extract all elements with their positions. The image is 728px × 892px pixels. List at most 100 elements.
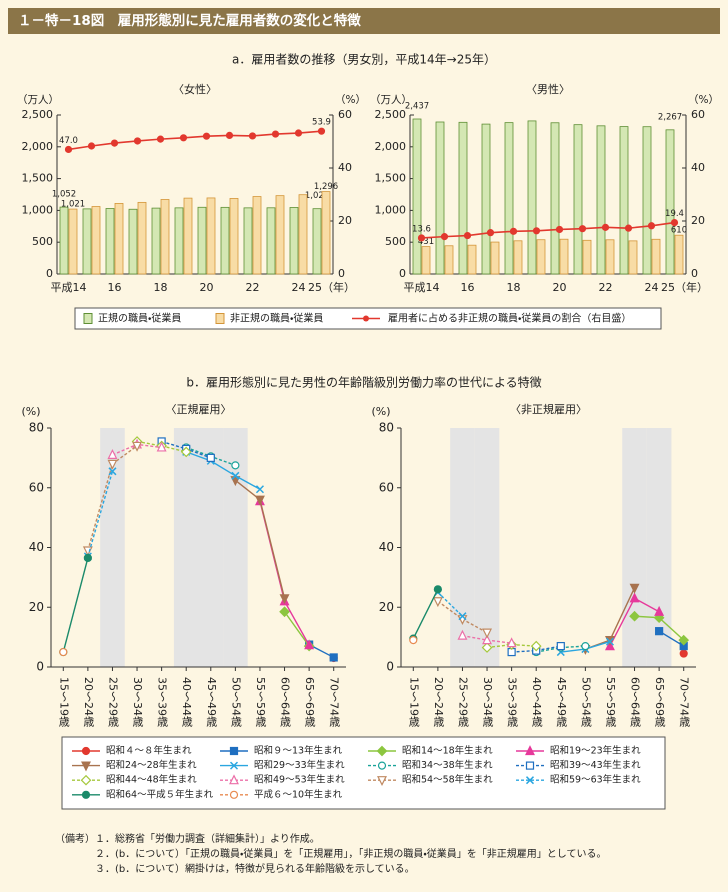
x-tick-label: 35～39歳 [506, 677, 519, 727]
data-label: 13.6 [412, 224, 431, 234]
x-tick-label: 55～59歳 [254, 677, 267, 727]
x-tick-label: 50～54歳 [579, 677, 592, 727]
marker [581, 641, 590, 651]
y-tick-label: 80 [29, 421, 44, 435]
marker [655, 627, 664, 636]
x-tick-label: 45～49歳 [205, 677, 218, 727]
y-tick-label: 60 [379, 480, 394, 494]
y-axis-label: （万人） [370, 94, 412, 106]
legend-swatch [363, 315, 369, 322]
bar [619, 126, 629, 275]
x-tick-label: 30～34歳 [131, 677, 144, 727]
x-tick-label: 45～49歳 [555, 677, 568, 727]
panel-title: 〈非正規雇用〉 [510, 402, 587, 416]
legend-swatch [377, 761, 387, 770]
x-tick-label: 60～64歳 [279, 677, 292, 727]
bar [665, 129, 675, 275]
legend-label: 昭和64～平成５年生まれ [106, 788, 214, 800]
x-tick-label: 25（年） [661, 280, 708, 294]
marker [279, 606, 290, 618]
bar [206, 197, 216, 275]
line [62, 557, 89, 653]
y-tick-label: 1,000 [22, 203, 54, 216]
y-tick-label: 1,500 [375, 172, 407, 185]
panel-title: 〈女性〉 [173, 82, 217, 96]
data-label: 19.4 [665, 209, 684, 219]
bar [183, 197, 193, 275]
bar [289, 207, 299, 275]
data-label: 53.9 [312, 118, 331, 128]
marker [481, 642, 493, 653]
y-tick-label: 2,000 [375, 140, 407, 153]
bar [481, 123, 491, 275]
line [68, 130, 322, 151]
marker [457, 629, 468, 640]
y-tick-label: 2,500 [22, 108, 54, 121]
marker [555, 225, 564, 234]
marker [432, 597, 443, 608]
legend-label: 昭和19～23年生まれ [550, 745, 641, 757]
x-tick-label: 30～34歳 [481, 677, 494, 727]
panel-title: 〈正規雇用〉 [166, 402, 232, 416]
bar [59, 206, 69, 275]
x-tick-label: 16 [108, 281, 122, 294]
y2-tick-label: 60 [691, 108, 705, 121]
legend-label: 昭和４～８年生まれ [106, 745, 192, 757]
x-tick-label: 24 [645, 281, 659, 294]
line [136, 440, 187, 453]
legend-label: 昭和９～13年生まれ [254, 745, 343, 757]
marker [206, 453, 215, 462]
marker [417, 234, 426, 242]
bar [550, 122, 560, 275]
marker [156, 135, 165, 143]
y-axis-label: (%) [371, 405, 390, 418]
marker [486, 229, 495, 237]
legend-swatch [81, 746, 91, 756]
marker [440, 233, 449, 241]
marker [605, 637, 614, 646]
legend-label: 平成６～10年生まれ [254, 788, 343, 800]
note: ３．(b．について）網掛けは，特徴が見られる年齢階級を示している。 [95, 862, 415, 875]
legend-swatch [229, 790, 239, 799]
legend-swatch [376, 745, 388, 757]
bar [628, 240, 638, 275]
y-tick-label: 20 [379, 600, 394, 614]
bar [582, 239, 592, 275]
bar [559, 238, 569, 275]
marker [624, 224, 633, 232]
bar [197, 206, 207, 275]
bar [275, 195, 285, 275]
y2-tick-label: 20 [691, 214, 705, 227]
line [486, 643, 537, 649]
bar [605, 239, 615, 275]
marker [532, 227, 541, 235]
legend-swatch [525, 761, 535, 770]
marker [231, 461, 240, 470]
marker [654, 605, 665, 616]
marker [578, 225, 587, 233]
x-tick-label: 16 [461, 281, 475, 294]
line [185, 451, 261, 490]
legend-swatch [80, 774, 92, 786]
marker [132, 441, 143, 452]
bar [174, 207, 184, 275]
header-title: １－特－18図 雇用形態別に見た雇用者数の変化と特徴 [18, 12, 361, 29]
marker [271, 130, 280, 138]
legend-swatch [525, 745, 535, 756]
legend-swatch [229, 774, 239, 785]
legend-swatch [83, 313, 93, 324]
y-tick-label: 1,000 [375, 203, 407, 216]
legend-label: 昭和49～53年生まれ [254, 774, 345, 786]
x-tick-label: 40～44歳 [530, 677, 543, 727]
bar [220, 206, 230, 275]
marker [64, 145, 73, 154]
marker [225, 131, 234, 140]
legend-box [61, 736, 666, 810]
x-tick-label: 20～24歳 [432, 677, 445, 727]
line [462, 634, 512, 644]
x-tick-label: 15～19歳 [407, 677, 420, 727]
y-tick-label: 20 [29, 600, 44, 614]
marker [254, 495, 265, 506]
y2-tick-label: 20 [338, 214, 352, 227]
header-bar [8, 8, 720, 34]
